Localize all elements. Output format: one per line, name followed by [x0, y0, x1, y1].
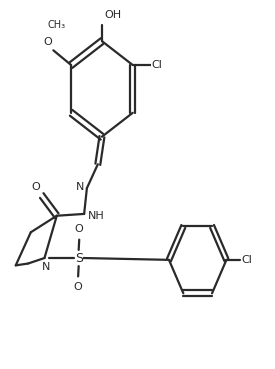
Text: O: O: [75, 224, 84, 234]
Text: N: N: [76, 182, 85, 192]
Text: O: O: [32, 182, 40, 192]
Text: O: O: [43, 37, 52, 46]
Text: OH: OH: [105, 10, 122, 20]
Text: N: N: [42, 262, 50, 272]
Text: NH: NH: [88, 211, 105, 221]
Text: CH₃: CH₃: [47, 20, 65, 30]
Text: Cl: Cl: [151, 60, 162, 70]
Text: O: O: [74, 282, 82, 292]
Text: Cl: Cl: [241, 255, 252, 265]
Text: S: S: [75, 252, 83, 265]
